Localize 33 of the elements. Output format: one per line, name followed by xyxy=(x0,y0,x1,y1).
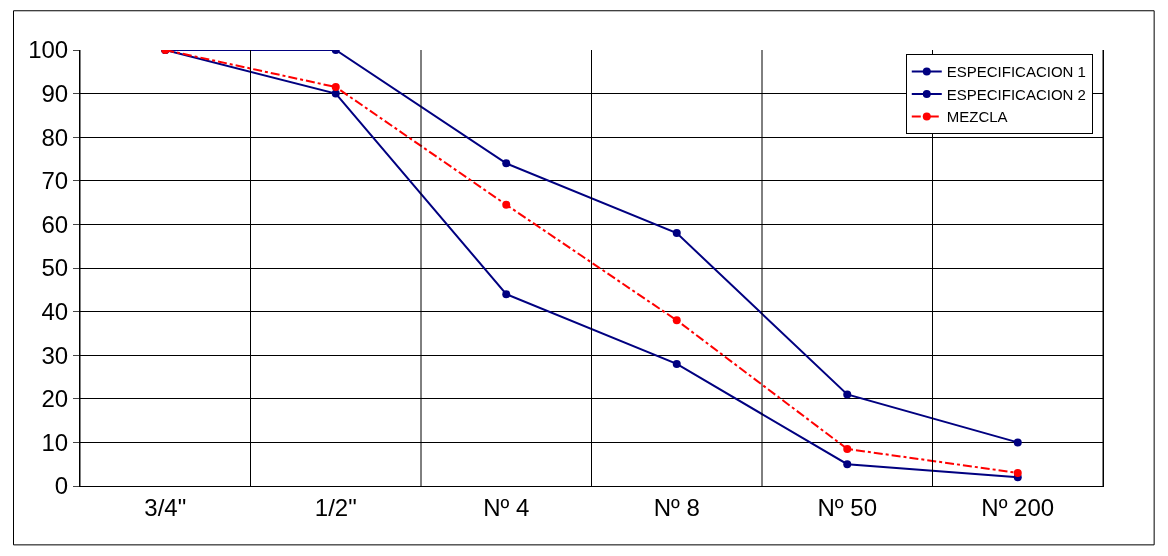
legend-label: ESPECIFICACION 2 xyxy=(946,85,1086,103)
y-tick-label: 0 xyxy=(54,472,69,500)
y-tick-label: 40 xyxy=(41,298,69,325)
x-tick-label: Nº 50 xyxy=(817,493,877,521)
x-tick-label: 1/2" xyxy=(314,493,357,521)
y-tick-label: 80 xyxy=(41,123,69,151)
x-tick-label: Nº 8 xyxy=(653,493,700,521)
y-tick-label: 10 xyxy=(41,428,69,456)
y-tick-label: 100 xyxy=(28,36,69,64)
point xyxy=(672,359,681,368)
point xyxy=(843,390,852,399)
point xyxy=(331,89,340,98)
point xyxy=(502,159,511,168)
x-tick-label: Nº 4 xyxy=(483,493,530,521)
y-tick-label: 20 xyxy=(41,385,69,413)
point xyxy=(1013,468,1022,477)
point xyxy=(843,444,852,453)
y-tick-label: 50 xyxy=(41,254,69,282)
point xyxy=(502,290,511,299)
point xyxy=(843,460,852,469)
y-tick-label: 70 xyxy=(41,167,69,195)
point xyxy=(331,83,340,92)
y-tick-label: 90 xyxy=(41,80,69,107)
point xyxy=(672,316,681,325)
y-tick-label: 30 xyxy=(41,341,69,369)
legend-label: ESPECIFICACION 1 xyxy=(946,63,1086,81)
legend-label: MEZCLA xyxy=(946,108,1008,126)
point xyxy=(672,229,681,238)
y-tick-label: 60 xyxy=(41,210,69,238)
point xyxy=(1013,438,1022,447)
x-tick-label: Nº 200 xyxy=(981,493,1055,521)
point xyxy=(502,200,511,209)
x-tick-label: 3/4" xyxy=(144,493,187,521)
